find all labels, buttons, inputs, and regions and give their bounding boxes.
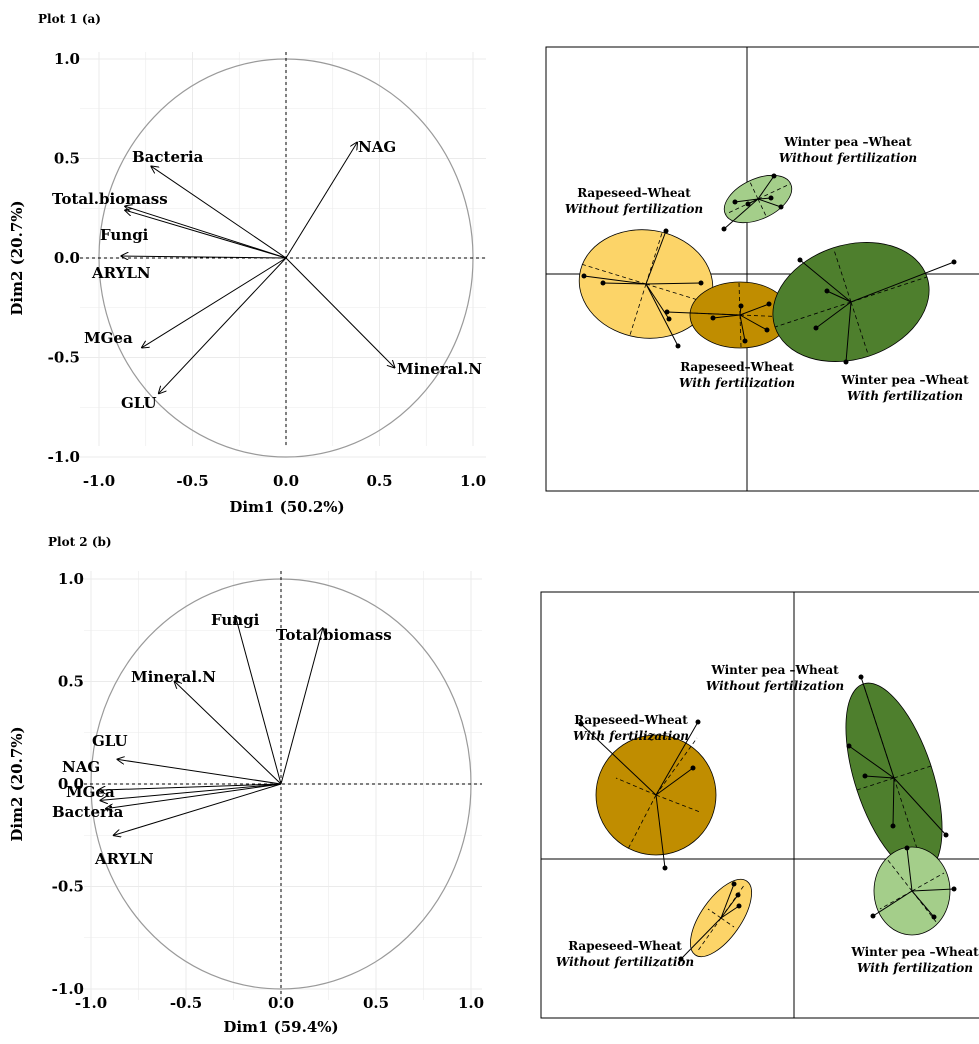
- label-wp-nofert: Winter pea –Wheat: [783, 135, 912, 149]
- variable-label-total-biomass: Total.biomass: [276, 626, 392, 644]
- plot2-tick-labels: -1.0 -0.5 0.0 0.5 1.0 -1.0 -0.5 0.0 0.5 1.0: [52, 570, 484, 1012]
- variable-label-mgea: MGea: [66, 783, 115, 801]
- y-tick-label: 0.0: [58, 775, 84, 793]
- group2-wp-fert: [870, 845, 957, 936]
- y-tick-label: 0.0: [54, 249, 80, 267]
- arrow-glu: [159, 257, 287, 393]
- variable-label-mgea: MGea: [84, 329, 133, 347]
- plot1-y-axis-label: Dim2 (20.7%): [8, 200, 26, 315]
- x-tick-label: 1.0: [460, 472, 486, 490]
- plot1-variable-arrows: NAG Bacteria Total.biomass Fungi ARYLN MGea GL…: [52, 138, 482, 412]
- variable-label-mineral-n: Mineral.N: [131, 668, 216, 686]
- plot2-circle: [84, 571, 482, 1000]
- group2-rw-nofert: [678, 878, 752, 962]
- variable-label-total-biomass: Total.biomass: [52, 190, 168, 208]
- arrow-fungi: [235, 616, 282, 785]
- arrow-nag: [285, 143, 357, 259]
- sublabel-wp-fert: With fertilization: [847, 389, 963, 403]
- x-tick-label: -1.0: [75, 994, 107, 1012]
- label2-rw-nofert: Rapeseed–Wheat: [568, 939, 682, 953]
- x-tick-label: -0.5: [176, 472, 208, 490]
- variable-label-aryln: ARYLN: [91, 264, 151, 282]
- group-wp-fert: [772, 242, 957, 365]
- plot2-variable-arrows: Fungi Total.biomass Mineral.N GLU NAG MGea Bac…: [52, 611, 392, 868]
- arrow-mineral-n: [285, 257, 394, 367]
- sublabel-rw-fert: With fertilization: [679, 376, 795, 390]
- label-wp-fert: Winter pea –Wheat: [840, 373, 969, 387]
- plot1-circle: [80, 52, 486, 458]
- variable-label-nag: NAG: [62, 758, 100, 776]
- y-tick-label: 0.5: [58, 673, 84, 691]
- group-rw-nofert: [578, 228, 714, 349]
- x-tick-label: -0.5: [170, 994, 202, 1012]
- group-rw-fert: [664, 281, 791, 349]
- arrow-fungi: [125, 210, 287, 259]
- plot1-x-axis-label: Dim1 (50.2%): [229, 498, 344, 516]
- x-tick-label: 0.0: [268, 994, 294, 1012]
- y-tick-label: -1.0: [52, 980, 84, 998]
- label2-wp-nofert: Winter pea –Wheat: [710, 663, 839, 677]
- variable-label-bacteria: Bacteria: [52, 803, 124, 821]
- plot2-y-axis-label: Dim2 (20.7%): [8, 726, 26, 841]
- sublabel2-wp-fert: With fertilization: [857, 961, 973, 975]
- arrow-mgea: [101, 783, 282, 800]
- y-tick-label: -0.5: [52, 878, 84, 896]
- y-tick-label: -1.0: [48, 448, 80, 466]
- label-rw-nofert: Rapeseed–Wheat: [577, 186, 691, 200]
- group2-wp-nofert: [845, 674, 949, 874]
- group2-rw-fert: [578, 719, 717, 871]
- variable-label-glu: GLU: [92, 732, 128, 750]
- label2-rw-fert: Rapeseed–Wheat: [574, 713, 688, 727]
- variable-label-fungi: Fungi: [100, 226, 149, 244]
- variable-label-aryln: ARYLN: [94, 850, 154, 868]
- label2-wp-fert: Winter pea –Wheat: [850, 945, 979, 959]
- y-tick-label: 1.0: [54, 50, 80, 68]
- x-tick-label: 0.5: [366, 472, 392, 490]
- sublabel-wp-nofert: Without fertilization: [779, 151, 917, 165]
- y-tick-label: -0.5: [48, 349, 80, 367]
- arrow-bacteria: [106, 783, 282, 809]
- variable-label-fungi: Fungi: [211, 611, 260, 629]
- sublabel2-rw-nofert: Without fertilization: [556, 955, 694, 969]
- plot2-x-axis-label: Dim1 (59.4%): [223, 1018, 338, 1036]
- y-tick-label: 1.0: [58, 570, 84, 588]
- variable-label-glu: GLU: [121, 394, 157, 412]
- x-tick-label: 1.0: [458, 994, 484, 1012]
- plot2-title: Plot 2 (b): [48, 535, 112, 549]
- y-tick-label: 0.5: [54, 150, 80, 168]
- arrow-total-biomass: [280, 628, 323, 785]
- group-wp-nofert: [721, 173, 793, 232]
- x-tick-label: 0.5: [363, 994, 389, 1012]
- plot1-tick-labels: -1.0 -0.5 0.0 0.5 1.0 -1.0 -0.5 0.0 0.5 1.0: [48, 50, 486, 490]
- arrow-aryln: [121, 256, 287, 258]
- arrow-total-biomass: [125, 206, 287, 259]
- sublabel2-wp-nofert: Without fertilization: [706, 679, 844, 693]
- arrow-bacteria: [151, 166, 287, 259]
- plot1-title: Plot 1 (a): [38, 12, 101, 26]
- arrow-nag: [99, 783, 282, 790]
- arrow-glu: [118, 759, 282, 785]
- variable-label-mineral-n: Mineral.N: [397, 360, 482, 378]
- arrow-mgea: [142, 257, 287, 348]
- sublabel2-rw-fert: With fertilization: [573, 729, 689, 743]
- plot2-individuals-panel: Winter pea –Wheat Without fertilization …: [540, 591, 979, 1019]
- plot1-individuals-panel: Winter pea –Wheat Without fertilization …: [545, 46, 979, 492]
- x-tick-label: 0.0: [273, 472, 299, 490]
- variable-label-nag: NAG: [358, 138, 396, 156]
- arrow-aryln: [114, 783, 282, 835]
- x-tick-label: -1.0: [83, 472, 115, 490]
- variable-label-bacteria: Bacteria: [132, 148, 204, 166]
- sublabel-rw-nofert: Without fertilization: [565, 202, 703, 216]
- label-rw-fert: Rapeseed–Wheat: [680, 360, 794, 374]
- arrow-mineral-n: [175, 682, 282, 785]
